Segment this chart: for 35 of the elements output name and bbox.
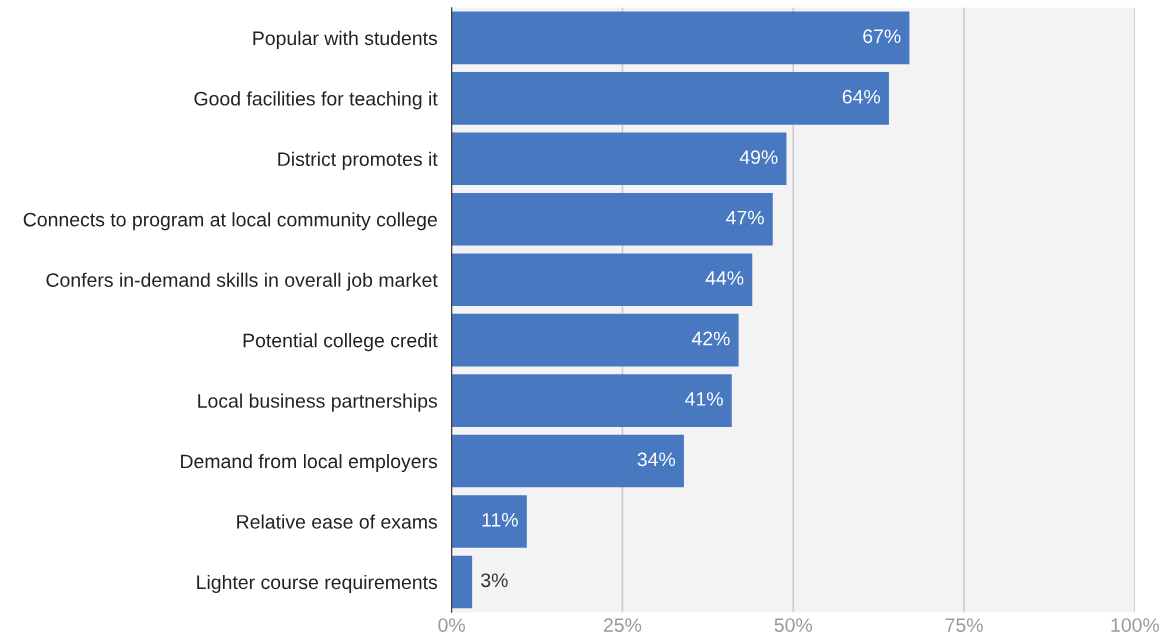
y-tick-label: Local business partnerships bbox=[198, 393, 438, 412]
data-label: 47% bbox=[726, 210, 764, 225]
data-label: 11% bbox=[482, 513, 518, 527]
y-tick-label: Good facilities for teaching it bbox=[194, 91, 438, 110]
y-tick-label: Confers in-demand skills in overall job market bbox=[46, 272, 438, 291]
bar bbox=[451, 132, 787, 186]
x-tick-label: 50% bbox=[774, 618, 813, 632]
bar bbox=[451, 374, 732, 427]
y-tick-label: Potential college credit bbox=[243, 333, 438, 352]
x-tick-label: 75% bbox=[945, 618, 983, 632]
bar bbox=[451, 495, 527, 548]
x-tick-label: 100% bbox=[1111, 618, 1160, 632]
bar bbox=[451, 313, 739, 367]
y-tick-label: Relative ease of exams bbox=[237, 514, 438, 529]
x-tick-label: 0% bbox=[438, 618, 465, 632]
data-label: 34% bbox=[637, 452, 676, 467]
data-label: 67% bbox=[863, 29, 901, 44]
data-label: 64% bbox=[842, 89, 881, 104]
data-label: 41% bbox=[685, 392, 723, 406]
bar bbox=[451, 11, 910, 65]
data-label: 42% bbox=[691, 331, 730, 346]
y-tick-label: Lighter course requirements bbox=[197, 574, 438, 594]
y-tick-label: Connects to program at local community college bbox=[23, 212, 437, 231]
bar bbox=[451, 253, 753, 306]
data-label: 49% bbox=[739, 150, 778, 165]
bar bbox=[451, 192, 773, 246]
data-label: 44% bbox=[705, 271, 744, 285]
y-tick-label: Demand from local employers bbox=[181, 453, 438, 473]
y-tick-label: Popular with students bbox=[253, 30, 438, 49]
bar bbox=[451, 434, 684, 488]
bar bbox=[451, 555, 473, 609]
x-tick-label: 25% bbox=[603, 618, 642, 632]
data-label: 3% bbox=[481, 573, 508, 588]
y-tick-label: District promotes it bbox=[278, 151, 438, 170]
bar bbox=[451, 72, 889, 125]
